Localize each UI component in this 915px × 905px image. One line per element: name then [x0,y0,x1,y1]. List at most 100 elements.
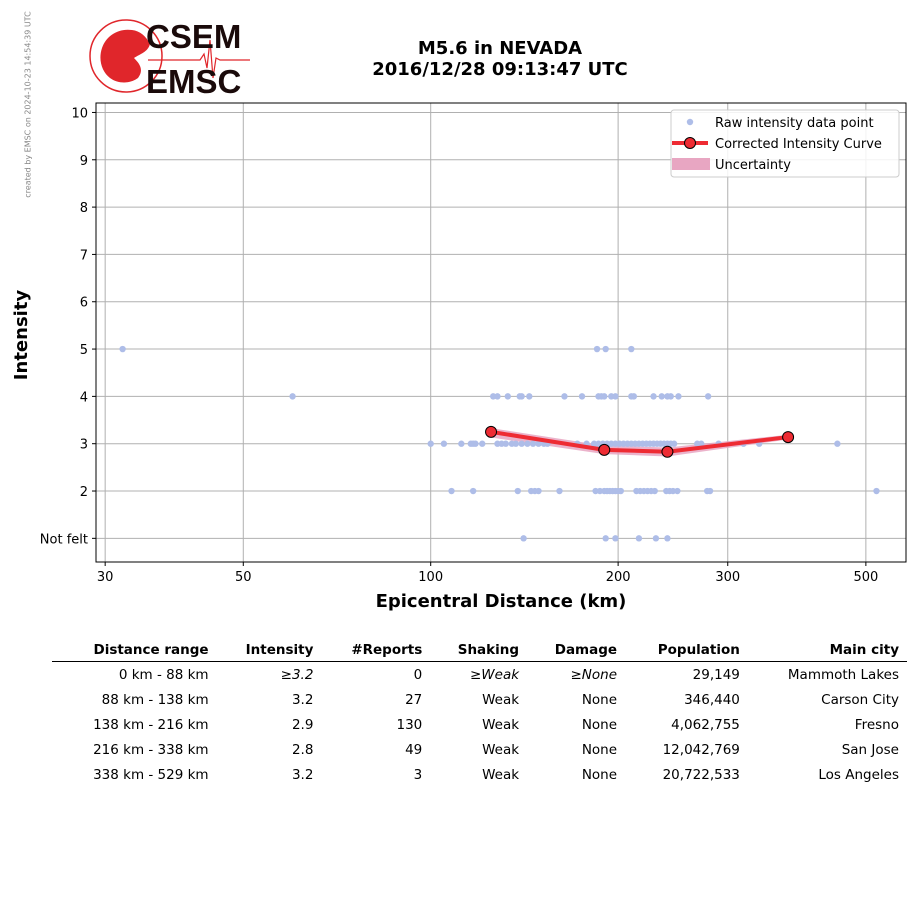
table-cell: 3.2 [291,766,314,783]
logo-globe-outline [89,19,163,93]
raw-data-point [698,440,705,447]
y-tick-label: 7 [80,248,88,263]
table-cell: 27 [405,691,423,708]
column-header: Shaking [430,640,528,662]
y-tick-label: 4 [80,390,88,405]
x-tick-label: 30 [97,570,114,585]
raw-data-point [635,535,643,542]
raw-data-point [479,440,486,447]
raw-data-point [669,487,677,495]
table-cell: 3 [413,766,423,783]
plot-frame [95,102,907,563]
table-row: 216 km - 338 km 2.8 49 Weak None 12,042,769 Sa… [52,737,907,762]
x-tick-label: 50 [235,570,252,585]
chart-title: M5.6 in NEVADA 2016/12/28 09:13:47 UTC [300,38,700,80]
x-tick-label: 300 [715,570,740,585]
table-cell: None [581,766,618,783]
legend-curve-marker [684,137,696,149]
curve-line [490,429,789,454]
column-header: Intensity [216,640,322,662]
table-cell: 2.8 [291,741,314,758]
table-cell: 29,149 [692,666,740,683]
legend: Raw intensity data point Corrected Inten… [670,109,900,178]
column-header: Damage [527,640,626,662]
table-cell: Weak [482,716,520,733]
y-tick-label: 3 [80,438,88,453]
raw-data-point [664,535,671,542]
logo-line2: EMSC [146,63,241,98]
column-header: Population [625,640,748,662]
table-cell: Weak [482,691,520,708]
raw-data-point [652,535,660,542]
raw-data-point [674,487,681,495]
raw-data-point [512,440,520,447]
x-tick-label: 500 [853,570,878,585]
table-row: 338 km - 529 km 3.2 3 Weak None 20,722,533 Los… [52,762,907,787]
table-cell: ≥3.2 [280,666,314,683]
table-cell: ≥Weak [469,666,520,683]
legend-uncertainty-label: Uncertainty [715,158,791,173]
table-cell: 12,042,769 [662,741,740,758]
x-tick-label: 200 [606,570,631,585]
column-header: Main city [747,640,907,662]
raw-data-point [472,440,479,447]
table-cell: None [581,716,618,733]
table-cell: 0 km - 88 km [118,666,209,683]
table-cell: Weak [482,741,520,758]
y-tick-label: 10 [71,106,88,121]
raw-data-point [458,440,465,447]
table-cell: Mammoth Lakes [787,666,899,683]
table-cell: None [581,741,618,758]
raw-data-point [612,393,619,400]
raw-data-point [675,393,682,400]
table-cell: 346,440 [684,691,740,708]
table-cell: 138 km - 216 km [93,716,209,733]
curve-point [661,445,674,458]
column-header: #Reports [321,640,431,662]
raw-data-point [494,393,501,400]
raw-data-point [440,440,448,447]
raw-data-point [834,440,841,447]
x-tick-label: 100 [418,570,443,585]
table-cell: San Jose [841,741,899,758]
legend-uncertainty-swatch [672,158,710,170]
table-cell: 338 km - 529 km [93,766,209,783]
table-cell: 88 km - 138 km [101,691,209,708]
raw-data-point [658,393,665,400]
raw-data-point [651,487,658,495]
raw-data-point [520,535,527,542]
raw-data-point [650,393,657,400]
x-tick-labels: 30 50 100 200 300 500 [97,562,878,585]
raw-data-point [518,440,525,447]
y-tick-label: 6 [80,296,88,311]
table-cell: None [581,691,618,708]
raw-data-point [602,535,609,542]
table-cell: 2.9 [291,716,314,733]
raw-data-point [667,393,674,400]
table-row: 0 km - 88 km ≥3.2 0 ≥Weak ≥None 29,149 Mammoth… [52,662,907,688]
distance-summary-table: Distance range Intensity #Reports Shaking Da… [52,640,907,787]
table-cell: ≥None [570,666,618,683]
raw-data-point [670,440,678,447]
table-header-row: Distance range Intensity #Reports Shaking Da… [52,640,907,662]
logo-line1: CSEM [146,18,241,55]
raw-data-point [514,487,521,495]
intensity-chart: 30 50 100 200 300 500 Not felt 2 3 4 5 6 7 8 9 10 Epic… [11,102,907,612]
curve-point [782,431,795,444]
table-cell: Fresno [854,716,899,733]
raw-data-point [469,487,477,495]
emsc-logo: CSEM EMSC [89,18,250,98]
table-body: 0 km - 88 km ≥3.2 0 ≥Weak ≥None 29,149 Mammoth… [52,662,907,788]
raw-data-point [592,487,599,495]
legend-curve-label: Corrected Intensity Curve [715,137,882,152]
title-line2: 2016/12/28 09:13:47 UTC [372,59,628,80]
raw-data-point [628,345,635,353]
corrected-curve [485,425,795,458]
legend-raw-marker [686,118,694,126]
table-cell: 3.2 [291,691,314,708]
curve-point [598,443,611,456]
title-line1: M5.6 in NEVADA [417,38,583,59]
raw-data-point [556,487,563,495]
raw-data-point [535,440,542,447]
y-tick-labels: Not felt 2 3 4 5 6 7 8 9 10 [40,106,96,547]
